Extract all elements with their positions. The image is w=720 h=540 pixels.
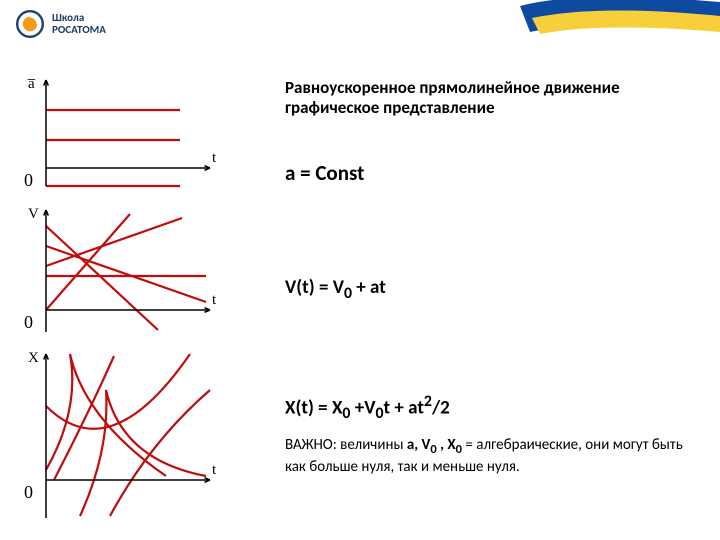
- origin-label: 0: [24, 482, 33, 503]
- equation-x: X(t) = X0 +V0t + at2/2: [285, 392, 450, 423]
- y-axis-label: V: [28, 206, 39, 223]
- x-axis-label: t: [212, 150, 216, 167]
- equation-a: a = Const: [285, 160, 364, 186]
- footnote: ВАЖНО: величины a, V0 , X0 = алгебраичес…: [285, 436, 685, 478]
- x-axis-label: t: [212, 292, 216, 309]
- logo-text: Школа РОСАТОМА: [52, 12, 106, 35]
- swirl-icon: [14, 8, 46, 40]
- equation-v: V(t) = V0 + at: [285, 276, 386, 303]
- logo: Школа РОСАТОМА: [14, 8, 106, 40]
- diagram-a: a̅ t 0: [10, 68, 230, 192]
- origin-label: 0: [24, 312, 33, 333]
- page-title: Равноускоренное прямолинейное движение г…: [285, 78, 685, 117]
- y-axis-label: a̅: [28, 76, 35, 93]
- diagram-v: Vt 0: [10, 206, 230, 336]
- origin-label: 0: [24, 170, 33, 191]
- diagram-x: Xt 0: [10, 350, 230, 520]
- logo-line-2: РОСАТОМА: [52, 24, 106, 36]
- ribbon-icon: [520, 0, 720, 48]
- y-axis-label: X: [28, 350, 39, 367]
- x-axis-label: t: [212, 462, 216, 479]
